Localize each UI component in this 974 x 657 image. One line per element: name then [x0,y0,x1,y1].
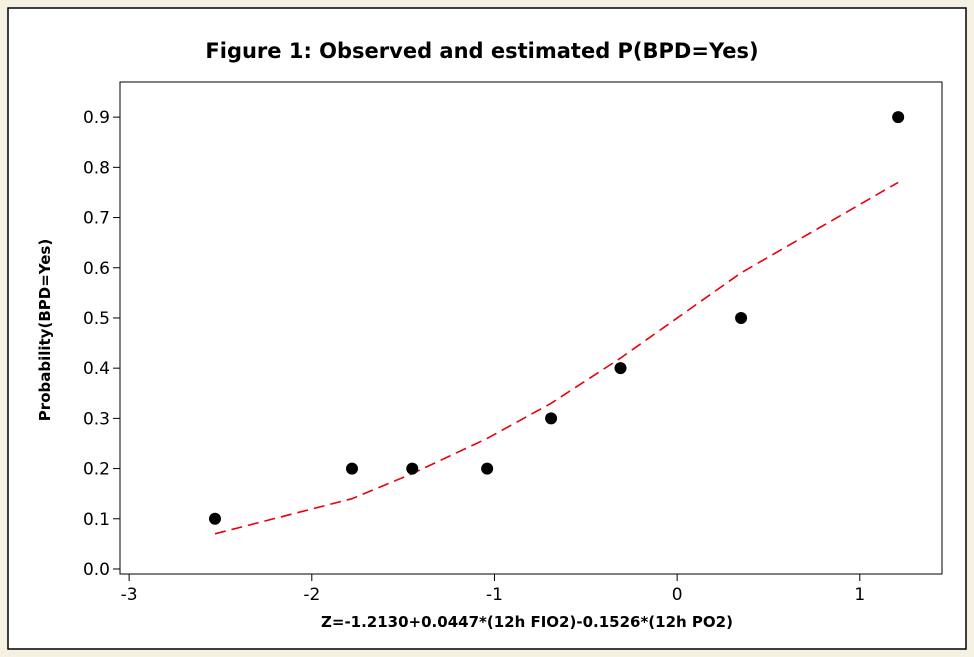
y-axis-title: Probability(BPD=Yes) [36,239,54,421]
observed-point [345,462,358,475]
y-tick-label: 0.1 [83,510,110,530]
observed-point [892,111,905,124]
x-tick-label: -1 [486,585,503,605]
estimated-probability-line [214,181,899,535]
observed-point [545,412,558,425]
observed-point [406,462,419,475]
x-axis: -3 -2 -1 0 1 [121,574,865,605]
plot-area [119,81,943,575]
observed-point [614,362,627,375]
y-tick-label: 0.5 [83,309,110,329]
x-tick-label: 1 [854,585,865,605]
y-tick-label: 0.3 [83,409,110,429]
y-tick-label: 0.9 [83,108,110,128]
x-tick-label: -3 [121,585,138,605]
series-layer [208,111,905,535]
y-tick-label: 0.0 [83,560,110,580]
y-tick-label: 0.2 [83,460,110,480]
x-tick-label: -2 [303,585,320,605]
y-axis: 0.0 0.1 0.2 0.3 0.4 0.5 0.6 0.7 0.8 0.9 [83,108,120,580]
observed-point [735,311,748,324]
x-tick-label: 0 [672,585,683,605]
chart-title: Figure 1: Observed and estimated P(BPD=Y… [205,39,758,63]
y-tick-label: 0.6 [83,259,110,279]
y-tick-label: 0.7 [83,209,110,229]
y-tick-label: 0.4 [83,359,110,379]
observed-point [481,462,494,475]
x-axis-title: Z=-1.2130+0.0447*(12h FIO2)-0.1526*(12h … [321,613,733,631]
observed-point [208,512,221,525]
y-tick-label: 0.8 [83,158,110,178]
